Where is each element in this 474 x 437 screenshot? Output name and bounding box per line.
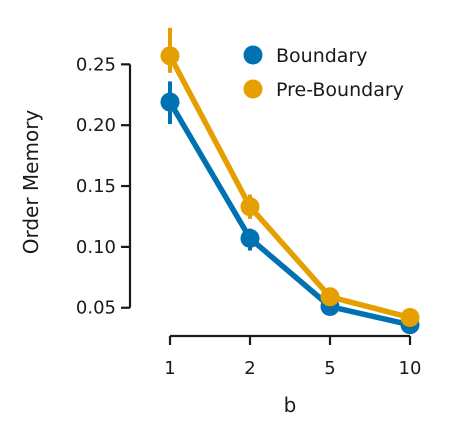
x-tick-label: 5 bbox=[324, 358, 335, 379]
data-point bbox=[160, 92, 180, 112]
x-tick-label: 2 bbox=[244, 358, 255, 379]
series-line bbox=[167, 100, 411, 328]
data-point bbox=[240, 228, 260, 248]
legend: Boundary Pre-Boundary bbox=[243, 45, 404, 101]
series-boundary bbox=[160, 81, 420, 335]
y-axis-label: Order Memory bbox=[19, 110, 43, 255]
series-line bbox=[167, 54, 411, 321]
legend-label: Boundary bbox=[276, 45, 368, 67]
y-axis: 0.05 0.10 0.15 0.20 0.25 bbox=[76, 54, 132, 319]
x-tick-label: 1 bbox=[164, 358, 175, 379]
y-tick-label: 0.15 bbox=[76, 176, 116, 197]
series-pre-boundary bbox=[160, 27, 420, 327]
data-point bbox=[160, 46, 180, 66]
data-point bbox=[400, 307, 420, 327]
data-point bbox=[240, 197, 260, 217]
series-layer bbox=[160, 27, 420, 335]
x-tick-label: 10 bbox=[399, 358, 422, 379]
data-point bbox=[320, 287, 340, 307]
x-axis: 1 2 5 10 bbox=[164, 334, 422, 379]
y-tick-label: 0.20 bbox=[76, 115, 116, 136]
y-tick-label: 0.25 bbox=[76, 54, 116, 75]
legend-marker bbox=[243, 79, 263, 99]
y-tick-label: 0.05 bbox=[76, 298, 116, 319]
legend-label: Pre-Boundary bbox=[276, 79, 404, 101]
x-axis-label: b bbox=[284, 393, 297, 417]
y-tick-label: 0.10 bbox=[76, 237, 116, 258]
legend-marker bbox=[243, 45, 263, 65]
